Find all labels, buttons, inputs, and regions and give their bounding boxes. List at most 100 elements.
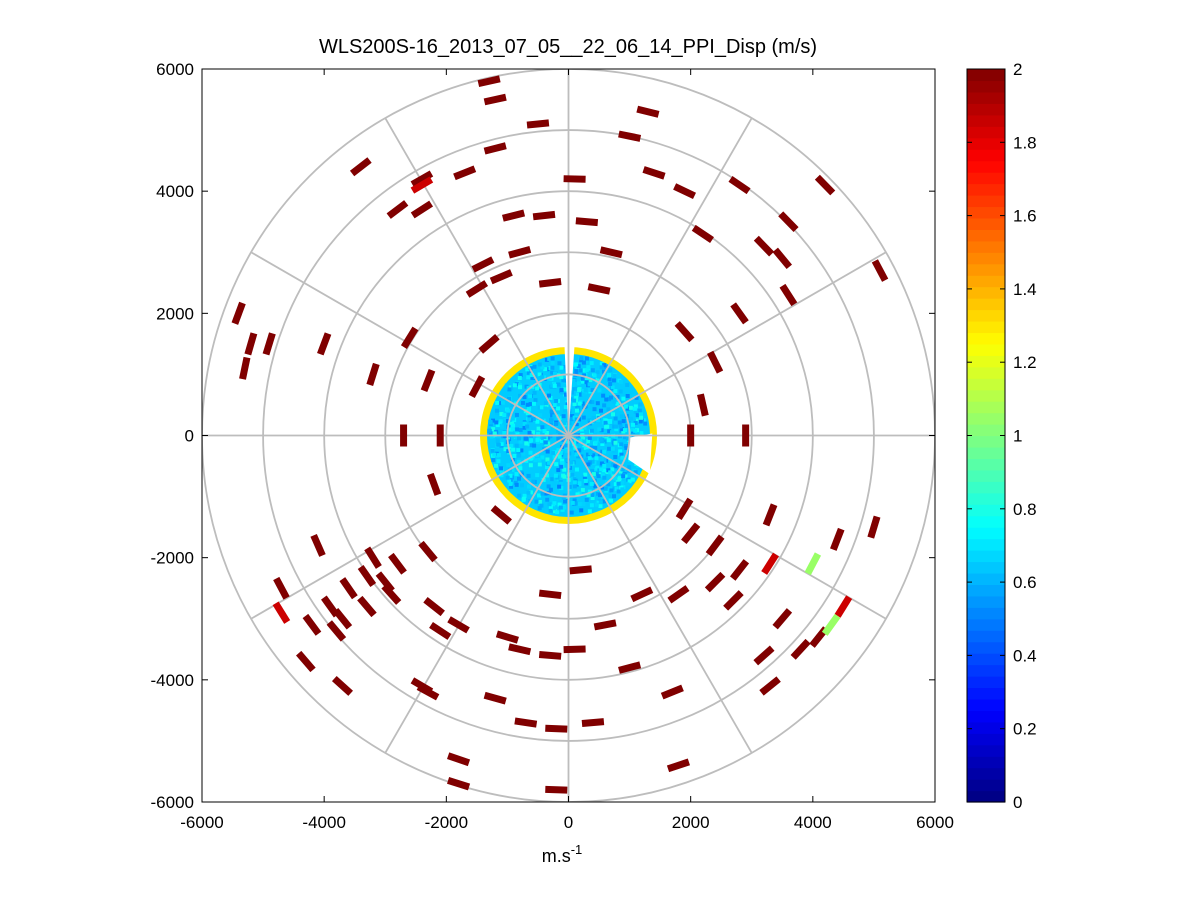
inner-disc-cell: [581, 501, 586, 506]
colorbar-segment: [967, 641, 1005, 654]
inner-disc-cell: [540, 375, 545, 380]
inner-disc-cell: [522, 425, 527, 430]
inner-disc-cell: [590, 400, 595, 405]
inner-disc-cell: [597, 471, 602, 476]
inner-disc-cell: [628, 405, 633, 410]
inner-disc-cell: [517, 375, 522, 380]
inner-disc-cell: [523, 436, 528, 441]
inner-disc-cell: [591, 375, 596, 380]
inner-disc-cell: [499, 441, 504, 446]
data-point: [381, 583, 402, 605]
data-point: [697, 393, 709, 417]
inner-disc-cell: [552, 403, 557, 408]
inner-disc-cell: [542, 428, 547, 433]
inner-disc-cell: [627, 479, 632, 484]
inner-disc-cell: [605, 371, 610, 376]
inner-disc-cell: [620, 455, 625, 460]
inner-disc-cell: [546, 484, 551, 489]
inner-disc-cell: [604, 397, 609, 402]
x-tick-label: 4000: [794, 813, 832, 832]
inner-disc-cell: [551, 494, 556, 499]
inner-disc-cell: [633, 470, 638, 475]
inner-disc-cell: [630, 477, 635, 482]
inner-disc-cell: [557, 454, 562, 459]
data-point: [636, 105, 660, 118]
inner-disc-cell: [582, 439, 587, 444]
inner-disc-cell: [584, 497, 589, 502]
inner-disc-cell: [574, 467, 579, 472]
inner-disc-cell: [589, 503, 594, 508]
inner-disc-cell: [595, 465, 600, 470]
inner-disc-cell: [583, 388, 588, 393]
inner-disc-cell: [507, 387, 512, 392]
inner-disc-cell: [572, 480, 577, 485]
inner-disc-cell: [602, 499, 607, 504]
inner-disc-cell: [552, 383, 557, 388]
inner-disc-cell: [507, 396, 512, 401]
colorbar-segment: [967, 91, 1005, 104]
data-point: [821, 613, 841, 636]
inner-disc-cell: [543, 367, 548, 372]
colorbar-tick-label: 0.4: [1013, 646, 1037, 665]
x-tick-label: -2000: [425, 813, 468, 832]
inner-disc-cell: [591, 472, 596, 477]
inner-disc-cell: [522, 493, 527, 498]
inner-disc-cell: [556, 448, 561, 453]
inner-disc-cell: [543, 406, 548, 411]
data-point: [468, 375, 486, 398]
inner-disc-cell: [490, 448, 495, 453]
inner-disc-cell: [584, 368, 589, 373]
inner-disc-cell: [535, 437, 540, 442]
data-point: [728, 175, 751, 195]
inner-disc-cell: [572, 439, 577, 444]
inner-disc-cell: [570, 383, 575, 388]
data-point: [436, 424, 444, 447]
data-point: [332, 608, 353, 630]
data-point: [447, 752, 471, 767]
data-point: [302, 613, 322, 636]
inner-disc-cell: [635, 413, 640, 418]
inner-disc-cell: [508, 473, 513, 478]
inner-disc-cell: [560, 507, 565, 512]
inner-disc-cell: [584, 445, 589, 450]
x-tick-label: 0: [564, 813, 573, 832]
inner-disc-cell: [643, 421, 648, 426]
inner-disc-cell: [569, 390, 574, 395]
inner-disc-cell: [609, 488, 614, 493]
inner-disc-cell: [526, 370, 531, 375]
data-point: [532, 210, 556, 221]
colorbar-segment: [967, 481, 1005, 494]
inner-disc-cell: [551, 504, 556, 509]
inner-disc-cell: [630, 429, 635, 434]
inner-disc-cell: [518, 385, 523, 390]
inner-disc-cell: [602, 475, 607, 480]
inner-disc-cell: [608, 494, 613, 499]
data-point: [753, 235, 775, 257]
inner-disc-cell: [604, 447, 609, 452]
inner-disc-cell: [607, 446, 612, 451]
colorbar-segment: [967, 137, 1005, 150]
inner-disc-cell: [579, 358, 584, 363]
inner-disc-cell: [531, 401, 536, 406]
inner-disc-cell: [520, 483, 525, 488]
inner-disc-cell: [527, 430, 532, 435]
inner-disc-cell: [552, 501, 557, 506]
inner-disc-cell: [499, 424, 504, 429]
inner-disc-cell: [594, 456, 599, 461]
inner-disc-cell: [564, 443, 569, 448]
inner-disc-cell: [582, 425, 587, 430]
inner-disc-cell: [587, 435, 592, 440]
inner-disc-cell: [530, 375, 535, 380]
inner-disc-cell: [547, 502, 552, 507]
data-point: [538, 650, 562, 660]
inner-disc-cell: [521, 496, 526, 501]
inner-disc-cell: [563, 392, 568, 397]
colorbar-segment: [967, 389, 1005, 402]
inner-disc-cell: [607, 377, 612, 382]
inner-disc-cell: [560, 458, 565, 463]
inner-disc-cell: [587, 382, 592, 387]
inner-disc-cell: [611, 412, 616, 417]
inner-disc-cell: [590, 469, 595, 474]
data-point: [349, 157, 372, 177]
inner-disc-cell: [610, 467, 615, 472]
